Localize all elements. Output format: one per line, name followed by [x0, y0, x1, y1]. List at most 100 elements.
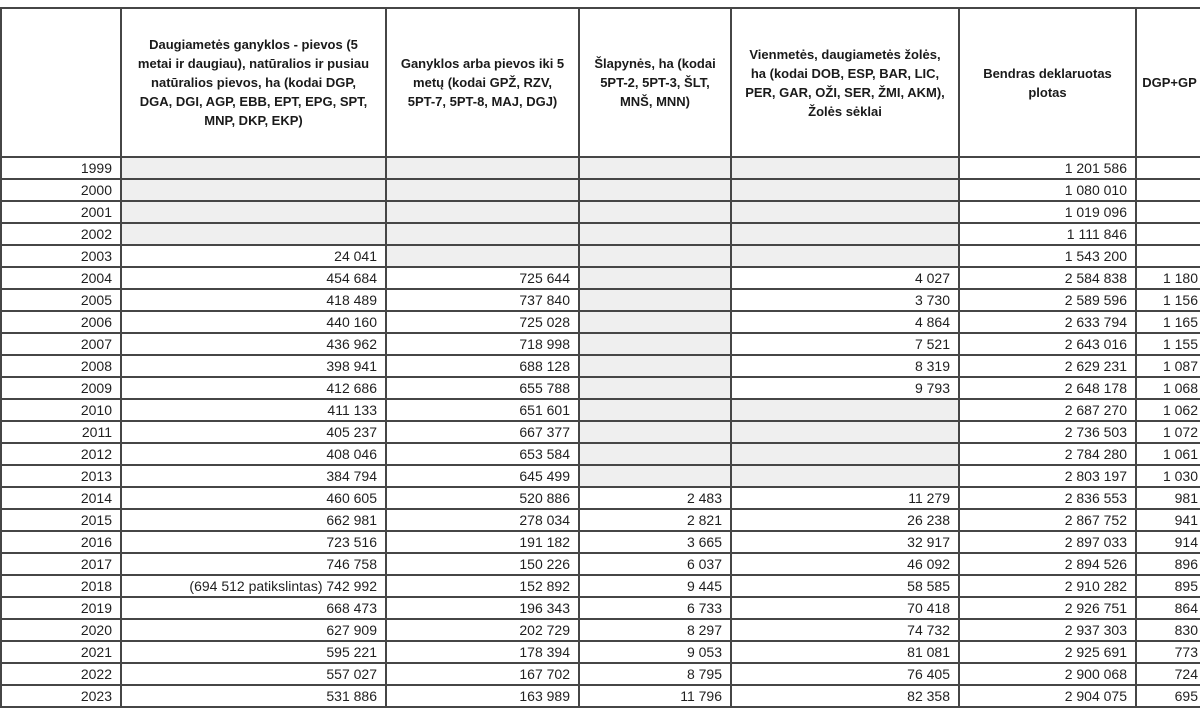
year-cell: 2000 — [0, 178, 122, 202]
cell-daugiametes: 398 941 — [120, 354, 387, 378]
cell-slapynes: 6 733 — [578, 596, 732, 620]
cell-dgp_gp: 1 165 — [1135, 310, 1200, 334]
cell-dgp_gp: 914 — [1135, 530, 1200, 554]
cell-daugiametes: 668 473 — [120, 596, 387, 620]
cell-vienmetes: 9 793 — [730, 376, 960, 400]
cell-slapynes — [578, 354, 732, 378]
cell-daugiametes: 746 758 — [120, 552, 387, 576]
year-cell: 2023 — [0, 684, 122, 708]
cell-ganyklos: 167 702 — [385, 662, 580, 686]
cell-ganyklos: 196 343 — [385, 596, 580, 620]
cell-slapynes — [578, 200, 732, 224]
table-row: 2017 746 758 150 226 6 037 46 092 2 894 526 89… — [0, 552, 1200, 576]
cell-dgp_gp: 1 087 — [1135, 354, 1200, 378]
table-row: 2003 24 041 1 543 200 — [0, 244, 1200, 268]
cell-ganyklos: 737 840 — [385, 288, 580, 312]
table-row: 2007 436 962 718 998 7 521 2 643 016 1 155 — [0, 332, 1200, 356]
cell-ganyklos — [385, 156, 580, 180]
cell-bendras: 2 643 016 — [958, 332, 1137, 356]
cell-dgp_gp — [1135, 244, 1200, 268]
table-row: 2013 384 794 645 499 2 803 197 1 030 — [0, 464, 1200, 488]
year-cell: 2014 — [0, 486, 122, 510]
cell-daugiametes: 557 027 — [120, 662, 387, 686]
cell-daugiametes: 412 686 — [120, 376, 387, 400]
cell-vienmetes — [730, 178, 960, 202]
table-row: 2011 405 237 667 377 2 736 503 1 072 — [0, 420, 1200, 444]
table-body: 1999 1 201 586 2000 1 080 010 2001 1 019 096 2… — [0, 156, 1200, 708]
column-header-slapynes: Šlapynės, ha (kodai 5PT-2, 5PT-3, ŠLT, M… — [578, 7, 732, 158]
cell-daugiametes: 408 046 — [120, 442, 387, 466]
cell-vienmetes: 74 732 — [730, 618, 960, 642]
cell-bendras: 2 836 553 — [958, 486, 1137, 510]
cell-ganyklos: 667 377 — [385, 420, 580, 444]
year-cell: 2022 — [0, 662, 122, 686]
cell-slapynes — [578, 156, 732, 180]
cell-bendras: 2 925 691 — [958, 640, 1137, 664]
cell-slapynes — [578, 464, 732, 488]
cell-bendras: 2 937 303 — [958, 618, 1137, 642]
table-row: 2022 557 027 167 702 8 795 76 405 2 900 068 72… — [0, 662, 1200, 686]
cell-bendras: 2 867 752 — [958, 508, 1137, 532]
cell-vienmetes: 4 864 — [730, 310, 960, 334]
cell-ganyklos: 651 601 — [385, 398, 580, 422]
table-row: 2005 418 489 737 840 3 730 2 589 596 1 156 — [0, 288, 1200, 312]
year-cell: 2005 — [0, 288, 122, 312]
cell-ganyklos: 520 886 — [385, 486, 580, 510]
year-cell: 2011 — [0, 420, 122, 444]
cell-slapynes: 2 483 — [578, 486, 732, 510]
table-row: 2014 460 605 520 886 2 483 11 279 2 836 553 98… — [0, 486, 1200, 510]
cell-vienmetes: 3 730 — [730, 288, 960, 312]
cell-vienmetes — [730, 200, 960, 224]
cell-bendras: 1 019 096 — [958, 200, 1137, 224]
cell-slapynes — [578, 420, 732, 444]
cell-daugiametes — [120, 200, 387, 224]
table-row: 2006 440 160 725 028 4 864 2 633 794 1 165 — [0, 310, 1200, 334]
cell-ganyklos: 725 028 — [385, 310, 580, 334]
cell-daugiametes: 384 794 — [120, 464, 387, 488]
cell-vienmetes: 7 521 — [730, 332, 960, 356]
cell-dgp_gp: 1 061 — [1135, 442, 1200, 466]
cell-ganyklos: 645 499 — [385, 464, 580, 488]
cell-dgp_gp — [1135, 222, 1200, 246]
table-row: 2002 1 111 846 — [0, 222, 1200, 246]
cell-daugiametes: 723 516 — [120, 530, 387, 554]
year-cell: 2012 — [0, 442, 122, 466]
cell-slapynes: 2 821 — [578, 508, 732, 532]
cell-ganyklos: 163 989 — [385, 684, 580, 708]
cell-bendras: 2 687 270 — [958, 398, 1137, 422]
cell-ganyklos: 202 729 — [385, 618, 580, 642]
table-row: 2008 398 941 688 128 8 319 2 629 231 1 087 — [0, 354, 1200, 378]
cell-dgp_gp: 1 180 — [1135, 266, 1200, 290]
cell-slapynes — [578, 178, 732, 202]
cell-ganyklos: 150 226 — [385, 552, 580, 576]
year-cell: 2013 — [0, 464, 122, 488]
cell-slapynes: 9 445 — [578, 574, 732, 598]
cell-slapynes — [578, 266, 732, 290]
cell-dgp_gp: 1 156 — [1135, 288, 1200, 312]
cell-dgp_gp: 895 — [1135, 574, 1200, 598]
cell-daugiametes: 595 221 — [120, 640, 387, 664]
cell-dgp_gp: 941 — [1135, 508, 1200, 532]
cell-vienmetes — [730, 222, 960, 246]
cell-ganyklos — [385, 222, 580, 246]
table-row: 2016 723 516 191 182 3 665 32 917 2 897 033 91… — [0, 530, 1200, 554]
cell-bendras: 2 648 178 — [958, 376, 1137, 400]
cell-bendras: 2 904 075 — [958, 684, 1137, 708]
cell-dgp_gp: 896 — [1135, 552, 1200, 576]
table-row: 2020 627 909 202 729 8 297 74 732 2 937 303 83… — [0, 618, 1200, 642]
cell-bendras: 2 926 751 — [958, 596, 1137, 620]
table-row: 2009 412 686 655 788 9 793 2 648 178 1 068 — [0, 376, 1200, 400]
cell-ganyklos: 178 394 — [385, 640, 580, 664]
cell-ganyklos: 718 998 — [385, 332, 580, 356]
year-cell: 2002 — [0, 222, 122, 246]
cell-ganyklos: 653 584 — [385, 442, 580, 466]
table-row: 2018 (694 512 patikslintas) 742 992 152 89… — [0, 574, 1200, 598]
column-header-bendras: Bendras deklaruotas plotas — [958, 7, 1137, 158]
table-row: 2012 408 046 653 584 2 784 280 1 061 — [0, 442, 1200, 466]
cell-daugiametes: 440 160 — [120, 310, 387, 334]
cell-ganyklos — [385, 178, 580, 202]
table-row: 2010 411 133 651 601 2 687 270 1 062 — [0, 398, 1200, 422]
cell-bendras: 2 803 197 — [958, 464, 1137, 488]
cell-dgp_gp: 1 068 — [1135, 376, 1200, 400]
cell-dgp_gp: 1 072 — [1135, 420, 1200, 444]
